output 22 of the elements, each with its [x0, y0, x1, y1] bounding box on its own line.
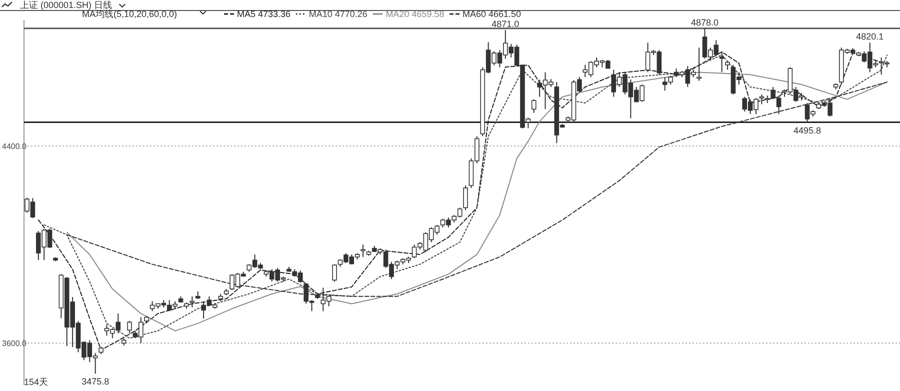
legend-label: MA10 4770.26	[308, 9, 368, 19]
annotation: 4871.0	[492, 19, 520, 30]
legend-label: MA5 4733.36	[237, 9, 291, 19]
candlestick	[332, 264, 337, 282]
annotation: 3475.8	[82, 376, 110, 387]
annotation: 154天	[24, 377, 48, 387]
candlestick	[360, 244, 366, 258]
legend-label: MA20 4659.58	[386, 9, 444, 19]
chart-subtitle: MA均线(5,10,20,60,0,0)	[82, 9, 178, 19]
candlestick	[463, 185, 468, 211]
candlestick	[719, 50, 724, 73]
legend-label: MA60 4661.50	[462, 9, 522, 19]
candlestick	[127, 320, 132, 334]
y-tick-label: 4400.0	[2, 142, 28, 151]
annotation: 4878.0	[690, 17, 719, 28]
annotation: 4495.8	[794, 126, 822, 136]
candlestick	[190, 296, 195, 308]
candlestick	[531, 98, 536, 114]
y-tick-label: 3600.0	[2, 338, 28, 348]
candlestick	[696, 47, 702, 82]
annotation: 4820.1	[856, 32, 884, 42]
chart-title: 上证 (000001.SH) 日线	[20, 0, 112, 10]
